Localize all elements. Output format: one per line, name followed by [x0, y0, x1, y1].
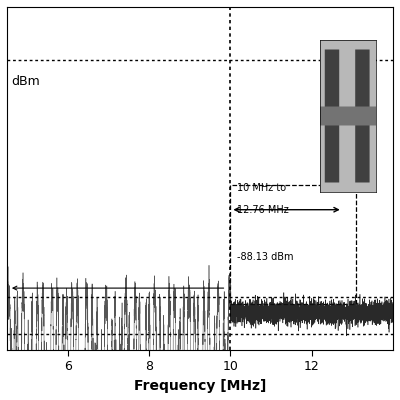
Text: dBm: dBm [11, 75, 40, 88]
X-axis label: Frequency [MHz]: Frequency [MHz] [134, 379, 266, 393]
Text: -88.13 dBm: -88.13 dBm [236, 252, 293, 262]
Text: 10 MHz to: 10 MHz to [236, 183, 286, 193]
Text: 12.76 MHz: 12.76 MHz [236, 205, 288, 215]
